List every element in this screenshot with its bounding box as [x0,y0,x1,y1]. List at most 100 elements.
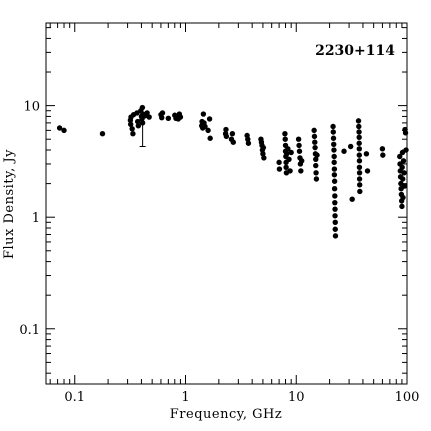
plot-frame [45,22,408,385]
data-point [356,152,363,158]
data-point [400,194,406,201]
data-point [127,121,134,128]
y-tick-label: 1 [32,211,40,226]
data-point [207,135,213,141]
data-point [205,127,211,134]
data-point [223,126,229,133]
data-point [206,116,213,122]
data-point [332,233,339,239]
data-point [311,133,318,140]
data-point [355,118,362,124]
data-point [282,136,288,142]
data-point [330,123,336,130]
data-point [357,188,363,195]
data-point [347,143,354,150]
data-point [331,141,337,148]
data-point [356,146,363,152]
data-point [144,110,150,116]
data-point [356,158,363,164]
data-point [260,151,266,157]
data-point [159,114,165,121]
data-point [245,136,251,142]
data-point [130,131,136,137]
data-point [200,111,207,117]
data-point [331,172,338,178]
data-point [332,226,338,232]
data-point [356,129,362,135]
x-tick-labels: 0.1 1 10 100 [64,390,419,405]
data-point [402,130,409,136]
data-point [331,166,338,172]
data-point [356,182,363,188]
data-point [298,168,304,174]
data-point [399,203,405,210]
data-point [379,146,386,152]
data-point [61,127,67,134]
data-point [312,139,318,145]
data-point [313,156,319,163]
data-point [331,147,337,153]
data-point [349,196,355,202]
data-point [283,164,289,171]
data-point [159,110,166,116]
data-point [177,114,184,120]
data-point [401,170,407,176]
data-point [229,131,236,137]
data-point [99,131,106,137]
x-axis-title: Frequency, GHz [170,407,282,422]
data-point [330,135,337,141]
data-point [356,134,362,141]
data-point [314,152,320,158]
x-tick-label: 100 [395,390,420,405]
y-tick-label: 10 [23,100,40,115]
data-point [288,149,294,156]
data-point [313,170,319,176]
data-point [400,158,407,164]
data-point [401,183,408,189]
data-point [146,114,152,120]
data-point [331,186,338,192]
data-point [330,129,336,135]
data-point [331,178,338,184]
data-point [332,213,338,219]
data-point [202,123,208,130]
data-point [313,162,319,169]
data-point [245,140,252,146]
data-point [364,168,371,174]
data-point [380,152,386,158]
data-point [400,176,406,182]
data-point [299,158,305,164]
data-point [296,142,302,149]
data-point [282,131,288,137]
data-point [332,193,338,199]
data-point [139,120,146,126]
data-point [356,123,362,130]
data-point [260,144,267,151]
data-point [332,199,338,206]
x-tick-label: 1 [181,390,189,405]
data-point [285,146,291,152]
data-points [56,104,409,239]
data-point [129,126,135,132]
data-point [261,155,267,161]
data-point [287,168,293,174]
data-point [165,115,172,121]
data-point [356,170,363,176]
data-point [311,127,317,134]
y-tick-labels: 0.1 1 10 [19,100,40,338]
data-point [399,164,405,171]
y-tick-label: 0.1 [19,323,40,338]
data-point [223,133,230,140]
data-point [356,176,363,182]
y-axis-title: Flux Density, Jy [2,149,17,259]
data-point [284,151,290,157]
data-point [295,136,302,142]
data-point [356,164,363,171]
data-point [296,148,303,154]
data-point [286,156,292,163]
data-point [56,125,63,131]
data-point [332,206,338,212]
data-point [403,147,409,153]
data-point [332,219,338,226]
